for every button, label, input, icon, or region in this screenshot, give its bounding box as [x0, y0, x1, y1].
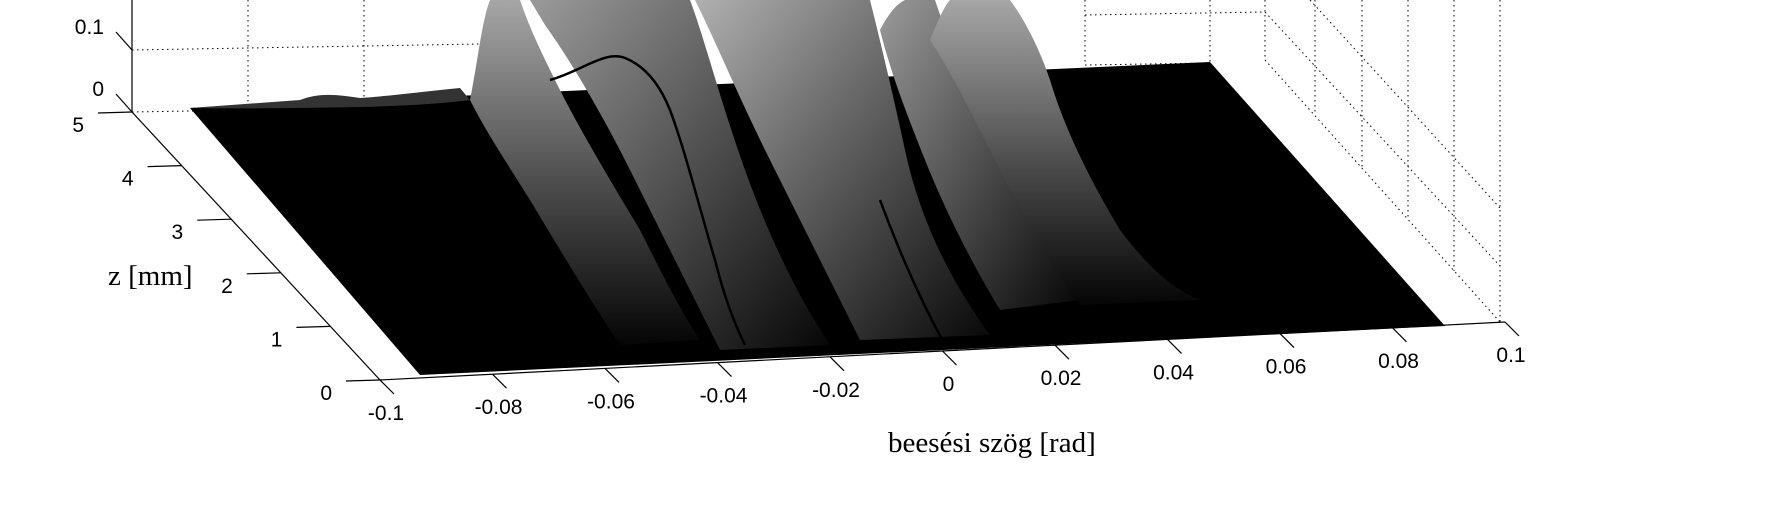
peak-4 [880, 0, 1080, 310]
y-tick-mark [197, 218, 232, 221]
z-tick-mark [115, 31, 133, 51]
y-tick-label: 3 [172, 221, 184, 244]
y-axis-title: z [mm] [108, 260, 193, 292]
x-tick-mark [1392, 327, 1407, 343]
y-tick-mark [246, 272, 281, 275]
y-tick-mark [147, 165, 182, 168]
y-axis-ticks: 0 1 2 3 4 5 [72, 111, 381, 405]
y-tick-label: 0 [320, 382, 332, 405]
y-tick-label: 4 [122, 168, 134, 191]
x-tick-label: 0.04 [1153, 361, 1194, 384]
highlight-curves [549, 55, 947, 346]
z-axis-ticks: 00.1 [75, 16, 133, 113]
x-tick-label: -0.02 [812, 379, 860, 402]
x-tick-mark [717, 362, 732, 378]
z-tick-mark [115, 93, 133, 113]
y-tick-label: 2 [221, 275, 233, 298]
grid-right-wall [1264, 0, 1501, 323]
x-tick-mark [492, 373, 507, 389]
highlight-curve-2 [878, 199, 947, 346]
x-tick-label: -0.04 [700, 385, 748, 408]
y-axis-line [131, 111, 381, 381]
x-tick-mark [1054, 344, 1070, 360]
x-tick-mark [1279, 333, 1295, 349]
y-tick-mark [296, 325, 331, 328]
y-tick-mark [97, 111, 133, 114]
x-tick-mark [604, 367, 620, 383]
highlight-curve-1 [549, 55, 747, 346]
z-tick-label: 0 [92, 78, 104, 101]
x-axis-ticks: -0.1 -0.08 -0.06 -0.04 -0.02 0 0.02 0.04 0.06 0.0… [368, 321, 1526, 425]
x-tick-mark [1504, 321, 1520, 337]
x-tick-mark [829, 356, 845, 372]
z-tick-label: 0.1 [75, 16, 104, 39]
peak-1 [470, 0, 700, 345]
x-tick-label: -0.08 [475, 396, 523, 419]
x-tick-label: 0.02 [1041, 367, 1082, 390]
x-tick-label: 0 [943, 373, 955, 396]
peak-3 [695, 0, 990, 340]
x-tick-mark [379, 379, 395, 395]
x-tick-label: 0.08 [1378, 350, 1419, 373]
x-tick-mark [942, 350, 957, 366]
y-tick-mark [345, 379, 381, 382]
x-tick-label: 0.1 [1496, 344, 1525, 367]
x-axis-title: beesési szög [rad] [888, 427, 1096, 459]
x-tick-label: -0.1 [368, 402, 404, 425]
x-tick-label: -0.06 [587, 390, 635, 413]
peak-2 [530, 0, 830, 350]
y-tick-label: 1 [271, 328, 283, 351]
surface-peaks [190, 0, 1200, 350]
peak-5 [930, 0, 1200, 305]
x-tick-label: 0.06 [1266, 356, 1307, 379]
y-tick-label: 5 [72, 114, 84, 137]
x-tick-mark [1167, 338, 1182, 354]
surface-ripples [190, 88, 470, 109]
